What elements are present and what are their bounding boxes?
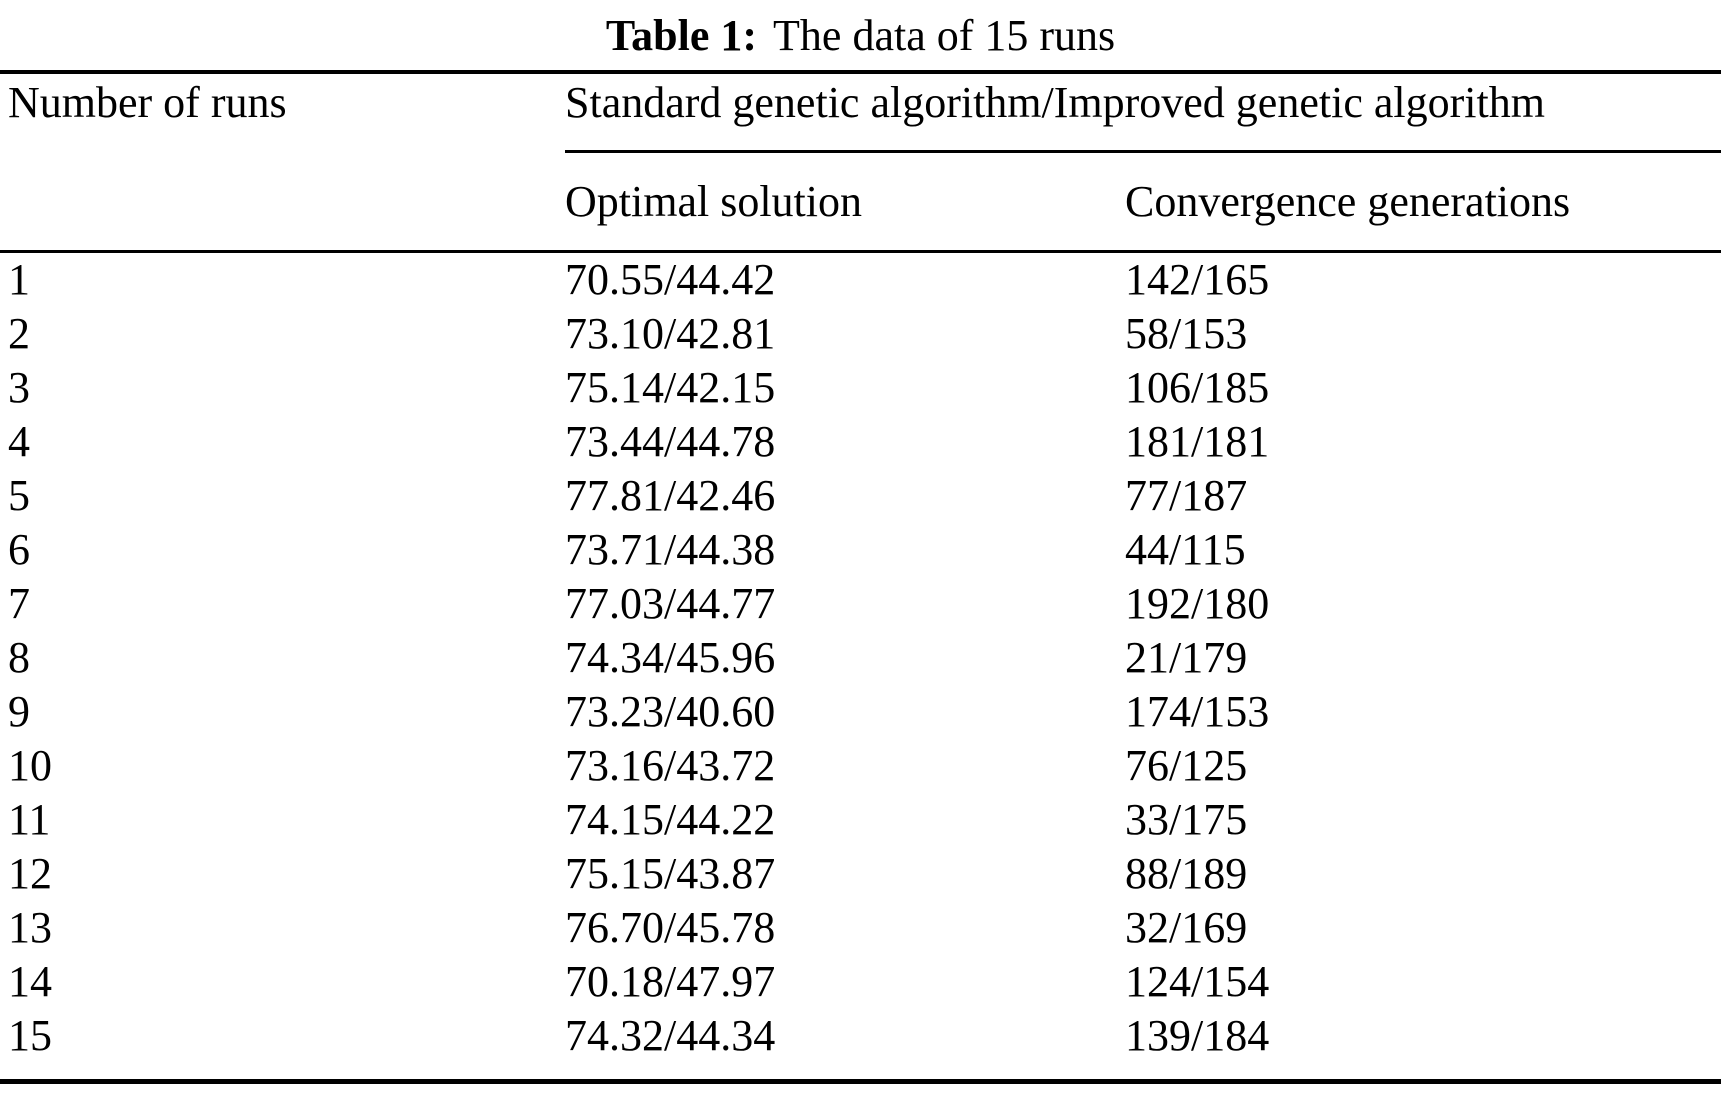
sub-header-convergence-generations: Convergence generations [1125,176,1571,226]
table-row: 6 73.71/44.38 44/115 [0,523,1721,577]
optimal-solution-cell: 70.55/44.42 [565,255,776,304]
run-number-cell: 7 [8,579,30,628]
optimal-solution-cell: 74.15/44.22 [565,795,776,844]
run-number-cell: 11 [8,795,51,844]
run-number-cell: 1 [8,255,30,304]
table-row: 4 73.44/44.78 181/181 [0,415,1721,469]
optimal-solution-cell: 75.15/43.87 [565,849,776,898]
table-body: 1 70.55/44.42 142/165 2 73.10/42.81 58/1… [0,253,1721,1063]
run-number-cell: 3 [8,363,30,412]
header-row-sub: Optimal solution Convergence generations [0,153,1721,253]
optimal-solution-cell: 73.71/44.38 [565,525,776,574]
convergence-generations-cell: 139/184 [1125,1011,1270,1060]
optimal-solution-cell: 77.03/44.77 [565,579,776,628]
sub-header-optimal-solution: Optimal solution [565,176,862,226]
convergence-generations-cell: 142/165 [1125,255,1270,304]
table-caption-text: The data of 15 runs [773,10,1116,60]
run-number-cell: 2 [8,309,30,358]
table-row: 15 74.32/44.34 139/184 [0,1009,1721,1063]
convergence-generations-cell: 21/179 [1125,633,1248,682]
optimal-solution-cell: 73.44/44.78 [565,417,776,466]
table-row: 2 73.10/42.81 58/153 [0,307,1721,361]
convergence-generations-cell: 88/189 [1125,849,1248,898]
table-caption-label: Table 1: [605,10,758,60]
convergence-generations-cell: 32/169 [1125,903,1248,952]
run-number-cell: 15 [8,1011,52,1060]
run-number-cell: 10 [8,741,52,790]
bottom-rule [0,1079,1721,1084]
convergence-generations-cell: 58/153 [1125,309,1248,358]
run-number-cell: 13 [8,903,52,952]
table-row: 12 75.15/43.87 88/189 [0,847,1721,901]
convergence-generations-cell: 44/115 [1125,525,1246,574]
convergence-generations-cell: 77/187 [1125,471,1248,520]
table-row: 1 70.55/44.42 142/165 [0,253,1721,307]
optimal-solution-cell: 77.81/42.46 [565,471,776,520]
table-row: 8 74.34/45.96 21/179 [0,631,1721,685]
table-row: 7 77.03/44.77 192/180 [0,577,1721,631]
run-number-cell: 5 [8,471,30,520]
header-row-group: Number of runs Standard genetic algorith… [0,74,1721,153]
table-row: 14 70.18/47.97 124/154 [0,955,1721,1009]
table-row: 13 76.70/45.78 32/169 [0,901,1721,955]
table-caption: Table 1: The data of 15 runs [0,0,1721,70]
run-number-cell: 4 [8,417,30,466]
table-row: 11 74.15/44.22 33/175 [0,793,1721,847]
run-number-cell: 9 [8,687,30,736]
optimal-solution-cell: 70.18/47.97 [565,957,776,1006]
run-number-cell: 6 [8,525,30,574]
optimal-solution-cell: 75.14/42.15 [565,363,776,412]
optimal-solution-cell: 74.32/44.34 [565,1011,776,1060]
convergence-generations-cell: 124/154 [1125,957,1270,1006]
table-row: 9 73.23/40.60 174/153 [0,685,1721,739]
convergence-generations-cell: 76/125 [1125,741,1248,790]
table-row: 3 75.14/42.15 106/185 [0,361,1721,415]
optimal-solution-cell: 73.10/42.81 [565,309,776,358]
convergence-generations-cell: 106/185 [1125,363,1270,412]
run-number-cell: 12 [8,849,52,898]
table-row: 10 73.16/43.72 76/125 [0,739,1721,793]
col-header-algorithms-group: Standard genetic algorithm/Improved gene… [565,74,1721,153]
run-number-cell: 8 [8,633,30,682]
optimal-solution-cell: 73.16/43.72 [565,741,776,790]
col-header-number-of-runs: Number of runs [8,78,287,127]
optimal-solution-cell: 74.34/45.96 [565,633,776,682]
convergence-generations-cell: 33/175 [1125,795,1248,844]
run-number-cell: 14 [8,957,52,1006]
optimal-solution-cell: 73.23/40.60 [565,687,776,736]
optimal-solution-cell: 76.70/45.78 [565,903,776,952]
convergence-generations-cell: 192/180 [1125,579,1270,628]
convergence-generations-cell: 181/181 [1125,417,1270,466]
convergence-generations-cell: 174/153 [1125,687,1270,736]
top-rule [0,70,1721,74]
table-row: 5 77.81/42.46 77/187 [0,469,1721,523]
